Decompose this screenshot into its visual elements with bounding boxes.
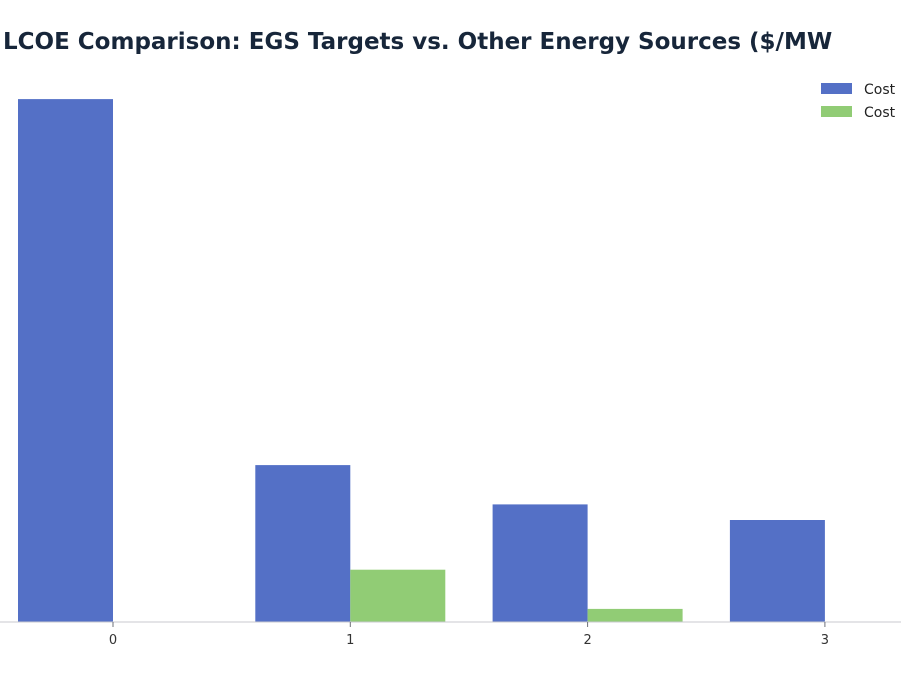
bar-series-0-category-2[interactable] [492, 504, 588, 622]
x-tick-label: 2 [583, 633, 591, 648]
bar-series-1-category-1[interactable] [350, 569, 446, 622]
bar-series-0-category-0[interactable] [18, 99, 113, 623]
legend-label-1[interactable]: Cost [864, 105, 896, 121]
bar-series-0-category-3[interactable] [729, 520, 825, 622]
chart-title: LCOE Comparison: EGS Targets vs. Other E… [3, 29, 832, 55]
x-axis-ticks: 0 1 2 3 [109, 622, 829, 648]
x-tick-label: 0 [109, 633, 117, 648]
bars-layer [18, 99, 825, 623]
legend-label-0[interactable]: Cost [864, 82, 896, 98]
bar-series-0-category-1[interactable] [255, 465, 351, 622]
x-tick-label: 1 [346, 633, 354, 648]
legend[interactable]: Cost Cost [821, 82, 896, 121]
bar-series-1-category-2[interactable] [587, 608, 683, 622]
legend-swatch-1[interactable] [821, 106, 852, 117]
legend-swatch-0[interactable] [821, 83, 852, 94]
x-tick-label: 3 [821, 633, 829, 648]
